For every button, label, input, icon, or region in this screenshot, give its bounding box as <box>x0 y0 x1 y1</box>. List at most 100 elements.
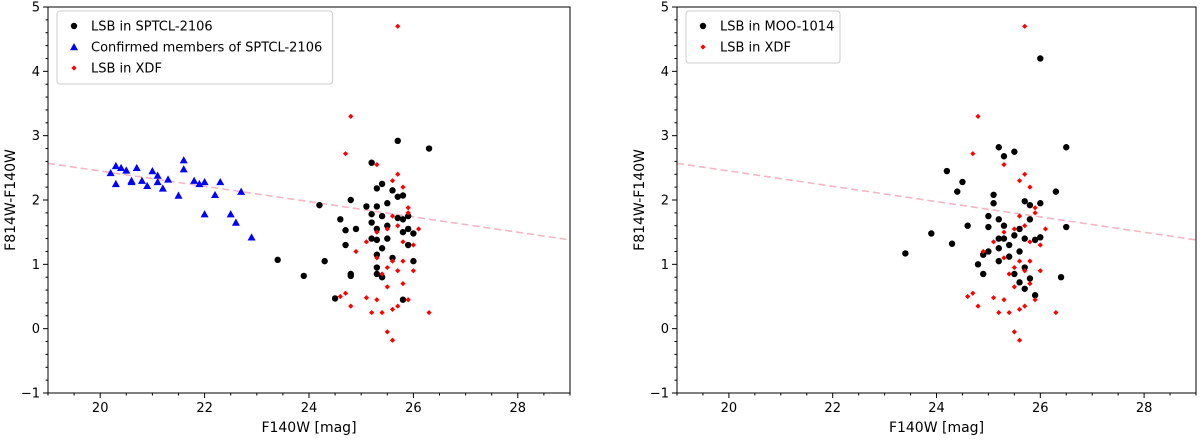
data-point <box>342 151 349 157</box>
data-point <box>1022 223 1028 229</box>
data-point <box>400 258 406 264</box>
data-point <box>337 216 344 223</box>
data-point <box>347 272 354 280</box>
legend-label: LSB in MOO-1014 <box>720 20 834 35</box>
data-point <box>990 200 997 207</box>
data-point <box>1016 279 1023 286</box>
data-point <box>389 178 396 184</box>
data-point <box>1011 226 1017 232</box>
data-point <box>995 144 1002 151</box>
data-point <box>410 268 416 274</box>
legend-label: LSB in XDF <box>91 62 162 77</box>
data-point <box>153 177 162 186</box>
data-point <box>384 235 391 242</box>
data-point <box>394 193 401 200</box>
data-point <box>1005 241 1013 249</box>
y-tick-label: 5 <box>661 1 669 16</box>
data-point <box>122 166 131 174</box>
data-point <box>111 179 120 188</box>
data-point <box>995 216 1002 223</box>
data-point <box>394 137 401 145</box>
data-point <box>395 268 401 274</box>
y-tick-label: 3 <box>661 129 669 144</box>
data-point <box>1042 226 1049 232</box>
legend-label: LSB in SPTCL-2106 <box>91 20 213 35</box>
data-point <box>1027 184 1033 190</box>
data-point <box>179 156 188 164</box>
data-point <box>132 163 141 172</box>
data-point <box>1011 284 1017 290</box>
data-point <box>410 242 416 248</box>
data-point <box>348 113 354 119</box>
series-lsb-in-xdf <box>337 23 432 343</box>
chart-panel-2: 20 22 24 26 28 −1 0 1 2 3 4 5 F140W [mag] F814W-F140W… <box>632 1 1197 436</box>
data-point <box>1037 200 1044 207</box>
data-point <box>995 235 1002 242</box>
x-tick-label: 22 <box>196 401 213 416</box>
data-point <box>1016 225 1023 233</box>
data-point <box>1011 270 1018 278</box>
data-point <box>384 329 390 335</box>
data-point <box>1021 264 1028 271</box>
data-point <box>990 239 997 245</box>
series-confirmed-members-of-sptcl-2106 <box>106 156 256 241</box>
data-point <box>384 264 390 271</box>
y-tick-label: 1 <box>32 258 40 273</box>
data-point <box>363 239 370 245</box>
y-tick-label: 0 <box>32 322 40 337</box>
data-point <box>231 218 240 226</box>
data-point <box>410 257 417 265</box>
data-point <box>389 337 396 343</box>
reference-line <box>47 162 571 241</box>
y-axis-label: F814W-F140W <box>632 149 648 251</box>
data-point <box>363 295 370 301</box>
x-axis-label: F140W [mag] <box>889 420 984 436</box>
y-tick-label: 4 <box>661 65 669 80</box>
x-tick-label: 26 <box>1032 401 1049 416</box>
series-lsb-in-moo-1014 <box>902 55 1070 299</box>
x-tick-label: 28 <box>1136 401 1153 416</box>
y-tick-label: 2 <box>32 194 40 209</box>
data-point <box>990 191 997 199</box>
data-point <box>970 151 976 157</box>
data-point <box>1006 271 1012 277</box>
data-point <box>395 223 401 229</box>
plot-frame <box>676 6 1197 394</box>
data-point <box>378 274 386 281</box>
data-point <box>1027 281 1033 287</box>
legend-label: LSB in XDF <box>720 41 791 56</box>
x-tick-label: 20 <box>92 401 109 416</box>
data-point <box>400 184 406 190</box>
data-point <box>1032 205 1038 211</box>
data-point <box>1052 188 1060 195</box>
data-point <box>106 168 115 177</box>
data-point <box>368 210 375 218</box>
chart-panel-1: 20 22 24 26 28 −1 0 1 2 3 4 5 F140W [mag] F814W-F140W… <box>3 1 571 436</box>
y-axis-label: F814W-F140W <box>3 149 19 251</box>
y-tick-label: 0 <box>661 322 669 337</box>
data-point <box>374 162 380 168</box>
data-point <box>980 248 986 255</box>
data-point <box>384 200 391 207</box>
data-point <box>1032 210 1038 216</box>
data-point <box>399 228 407 236</box>
legend-marker <box>699 22 707 30</box>
data-point <box>996 309 1002 316</box>
data-point <box>1021 285 1028 292</box>
data-point <box>1016 213 1023 219</box>
x-tick-label: 26 <box>405 401 422 416</box>
data-point <box>1000 235 1008 242</box>
data-point <box>980 270 987 278</box>
data-point <box>363 203 370 210</box>
data-point <box>195 179 204 188</box>
data-point <box>1011 148 1018 155</box>
data-point <box>373 203 381 210</box>
data-point <box>404 241 412 249</box>
data-point <box>395 303 401 309</box>
data-point <box>404 225 412 233</box>
data-point <box>247 233 256 241</box>
data-point <box>1053 309 1059 316</box>
data-point <box>342 290 349 296</box>
data-point <box>1001 229 1007 235</box>
